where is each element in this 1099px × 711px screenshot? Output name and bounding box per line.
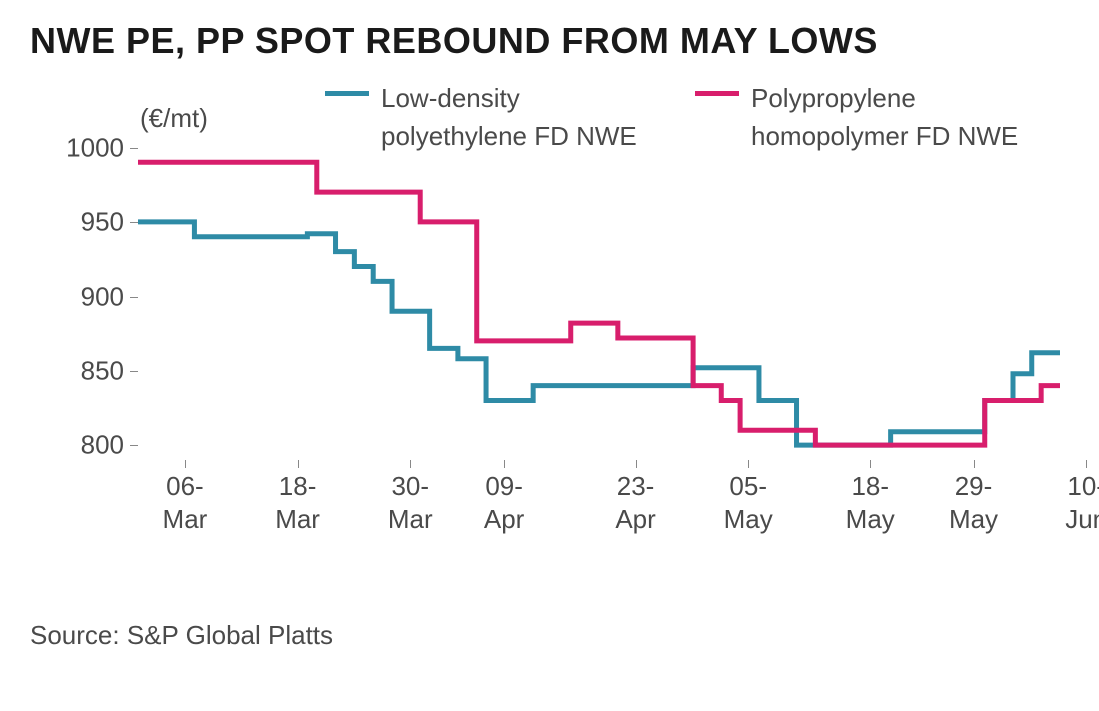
legend-swatch <box>325 91 369 96</box>
series-line <box>138 222 1060 445</box>
y-tick-label: 1000 <box>66 132 124 163</box>
y-tick-mark <box>130 148 138 149</box>
y-tick-mark <box>130 297 138 298</box>
x-tick-label: 05-May <box>724 470 773 535</box>
x-tick-mark <box>185 460 186 468</box>
plot-region <box>138 140 1060 460</box>
x-tick-mark <box>870 460 871 468</box>
x-tick-label: 06-Mar <box>163 470 208 535</box>
x-axis: 06-Mar 18-Mar 30-Mar 09-Apr 23-Apr 05-May 18-M… <box>138 462 1060 532</box>
y-tick-mark <box>130 371 138 372</box>
y-tick-label: 850 <box>81 356 124 387</box>
y-unit-label: (€/mt) <box>140 103 208 133</box>
x-tick-mark <box>748 460 749 468</box>
x-tick-mark <box>636 460 637 468</box>
legend-swatch <box>695 91 739 96</box>
x-tick-mark <box>298 460 299 468</box>
chart-title: NWE PE, PP SPOT REBOUND FROM MAY LOWS <box>30 20 1069 62</box>
x-tick-label: 23-Apr <box>615 470 655 535</box>
x-tick-label: 29-May <box>949 470 998 535</box>
x-tick-label: 09-Apr <box>484 470 524 535</box>
x-tick-label: 10-Jun <box>1065 470 1099 535</box>
x-tick-label: 30-Mar <box>388 470 433 535</box>
y-tick-mark <box>130 445 138 446</box>
x-tick-label: 18-May <box>846 470 895 535</box>
x-tick-mark <box>974 460 975 468</box>
x-tick-mark <box>410 460 411 468</box>
line-chart-svg <box>138 140 1060 460</box>
y-tick-mark <box>130 222 138 223</box>
y-axis: 8008509009501000 <box>30 140 130 540</box>
x-tick-mark <box>504 460 505 468</box>
chart-area: 8008509009501000 06-Mar18-Mar30-Mar09-Ap… <box>30 140 1070 540</box>
y-tick-label: 900 <box>81 281 124 312</box>
x-tick-label: 18-Mar <box>275 470 320 535</box>
x-tick-mark <box>1086 460 1087 468</box>
source-attribution: Source: S&P Global Platts <box>30 620 1069 651</box>
series-line <box>138 163 1060 446</box>
y-tick-label: 950 <box>81 207 124 238</box>
y-tick-label: 800 <box>81 430 124 461</box>
